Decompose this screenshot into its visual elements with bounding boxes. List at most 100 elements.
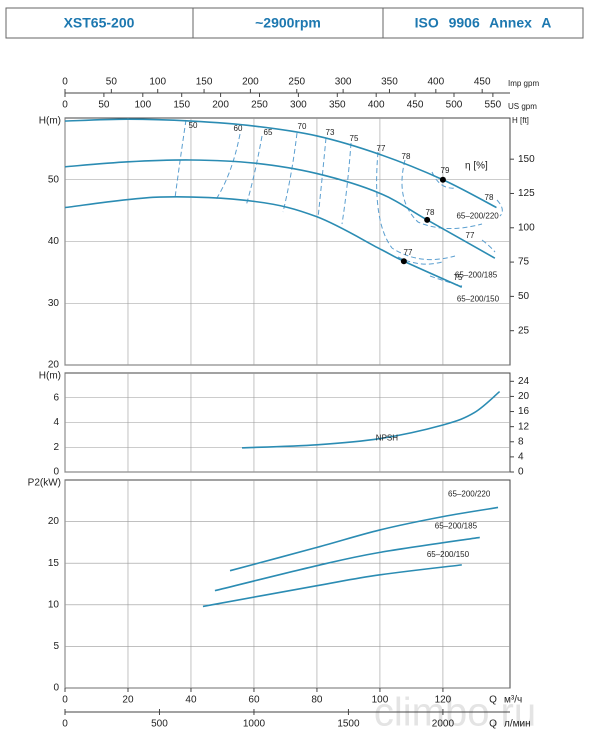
y-tick-label: 50	[48, 174, 60, 185]
efficiency-curve	[401, 159, 483, 230]
top-tick-label: 200	[242, 77, 259, 88]
top-tick-label: 300	[335, 77, 352, 88]
y-tick-label: 6	[53, 392, 59, 403]
y2-tick-label: 8	[518, 436, 524, 447]
efficiency-curve	[429, 275, 463, 287]
y-tick-label: 40	[48, 236, 60, 247]
y-tick-label: 4	[53, 417, 59, 428]
series-name: 65–200/185	[455, 270, 498, 279]
header-box	[5, 7, 584, 39]
y-tick-label: 30	[48, 298, 60, 309]
top-tick-label: 0	[62, 77, 68, 88]
x-tick-label: 60	[248, 695, 260, 706]
efficiency-label: 79	[441, 166, 450, 175]
y2-tick-label: 12	[518, 421, 530, 432]
efficiency-label: 73	[326, 128, 335, 137]
x2-axis-unit: л/мин	[504, 719, 531, 730]
x-tick-label: 0	[62, 695, 68, 706]
top-tick-label: 100	[149, 77, 166, 88]
top-tick-label: 100	[134, 100, 151, 111]
x-axis-unit: м³/ч	[504, 695, 522, 706]
efficiency-curve	[282, 132, 298, 213]
efficiency-curve	[214, 133, 241, 202]
y-axis-label: P2(kW)	[28, 478, 61, 489]
efficiency-curve	[317, 137, 327, 219]
top-tick-label: 400	[427, 77, 444, 88]
x2-axis-label: Q	[489, 719, 497, 730]
y2-tick-label: 4	[518, 452, 524, 463]
efficiency-label: 77	[404, 248, 413, 257]
top-tick-label: 300	[290, 100, 307, 111]
series-name: 65–200/150	[457, 294, 500, 303]
x2-tick-label: 1500	[337, 719, 360, 730]
efficiency-curve	[397, 256, 443, 265]
series-name: 65–200/185	[435, 522, 478, 531]
y2-tick-label: 25	[518, 325, 530, 336]
top-tick-label: 0	[62, 100, 68, 111]
panel-power	[64, 479, 511, 689]
top-tick-label: 150	[196, 77, 213, 88]
y-tick-label: 5	[53, 641, 59, 652]
y-tick-label: 0	[53, 683, 59, 694]
x2-tick-label: 2000	[432, 719, 455, 730]
efficiency-curve	[174, 119, 187, 199]
x-tick-label: 80	[311, 695, 323, 706]
efficiency-curve	[496, 199, 503, 217]
efficiency-curve	[481, 239, 496, 253]
top-tick-label: 350	[381, 77, 398, 88]
y-tick-label: 20	[48, 360, 60, 371]
efficiency-curve	[376, 151, 456, 261]
bep-point	[424, 216, 431, 223]
top-tick-label: 500	[446, 100, 463, 111]
y2-tick-label: 16	[518, 406, 530, 417]
top-tick-label: 250	[288, 77, 305, 88]
efficiency-label: 70	[298, 122, 307, 131]
model: XST65-200	[64, 15, 135, 31]
x-tick-label: 40	[185, 695, 197, 706]
x2-tick-label: 500	[151, 719, 168, 730]
efficiency-label: 75	[454, 273, 463, 282]
standard: ISO 9906 Annex A	[415, 15, 552, 31]
efficiency-label: 60	[234, 124, 243, 133]
series-line	[202, 564, 462, 608]
efficiency-label: 75	[350, 134, 359, 143]
efficiency-label: 78	[426, 208, 435, 217]
y-tick-label: 2	[53, 442, 59, 453]
top-tick-label: 400	[368, 100, 385, 111]
efficiency-label: 77	[377, 144, 386, 153]
series-name: 65–200/220	[456, 212, 499, 221]
y-axis-label: H(m)	[39, 116, 61, 127]
x-axis-label: Q	[489, 695, 497, 706]
top-tick-label: 50	[106, 77, 118, 88]
y2-tick-label: 0	[518, 467, 524, 478]
x2-tick-label: 0	[62, 719, 68, 730]
y-axis-label: H(m)	[39, 371, 61, 382]
y-tick-label: 0	[53, 467, 59, 478]
y2-tick-label: 100	[518, 222, 535, 233]
series-line	[229, 506, 499, 572]
x-tick-label: 100	[372, 695, 389, 706]
top-tick-label: 450	[474, 77, 491, 88]
bep-point	[439, 176, 446, 183]
bep-point	[400, 258, 407, 265]
series-name: NPSH	[376, 434, 398, 443]
y2-tick-label: 24	[518, 376, 530, 387]
top-tick-label: 250	[251, 100, 268, 111]
efficiency-unit: η [%]	[465, 161, 488, 172]
series-line	[241, 390, 501, 449]
y-tick-label: 10	[48, 599, 60, 610]
y2-tick-label: 75	[518, 257, 530, 268]
y2-tick-label: 20	[518, 391, 530, 402]
top-tick-label: 50	[98, 100, 110, 111]
top-axis-label: Imp gpm	[508, 79, 539, 88]
top-axis-label: US gpm	[508, 102, 537, 111]
y2-axis-label: H [ft]	[512, 116, 529, 125]
y2-tick-label: 150	[518, 154, 535, 165]
top-tick-label: 200	[212, 100, 229, 111]
y2-tick-label: 50	[518, 291, 530, 302]
x-tick-label: 20	[122, 695, 134, 706]
x2-tick-label: 1000	[243, 719, 266, 730]
efficiency-label: 77	[466, 231, 475, 240]
